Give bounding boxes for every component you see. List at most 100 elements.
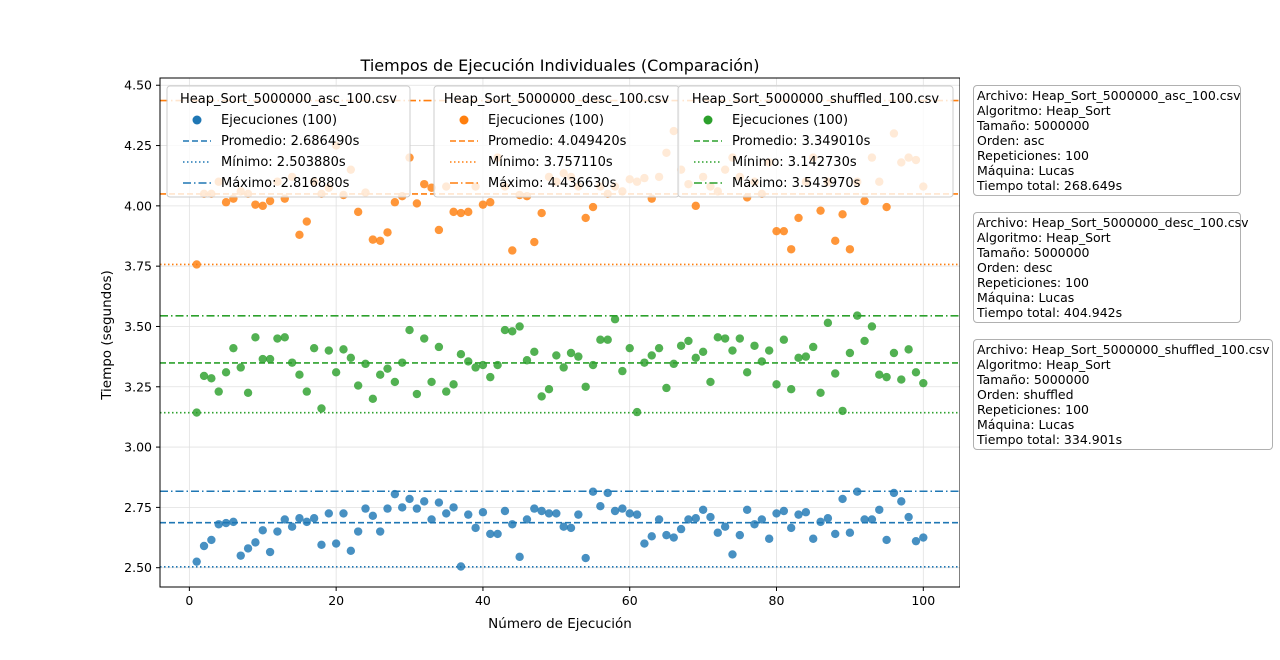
series-2-point — [559, 363, 568, 372]
series-1-point — [464, 207, 473, 217]
series-0-point — [919, 533, 928, 542]
info-line: Algoritmo: Heap_Sort — [977, 103, 1111, 118]
legend-label-points-0: Ejecuciones (100) — [221, 113, 337, 128]
series-2-point — [838, 406, 847, 416]
series-0-point — [889, 488, 899, 498]
series-2-point — [537, 392, 546, 401]
legend-marker-points-0 — [192, 115, 202, 125]
series-2-point — [464, 357, 473, 366]
info-line: Archivo: Heap_Sort_5000000_shuffled_100.… — [977, 342, 1270, 357]
series-0-point — [522, 515, 532, 524]
series-1-point — [882, 202, 891, 212]
series-2-point — [405, 325, 414, 335]
series-0-point — [412, 504, 422, 513]
series-1-point — [412, 199, 422, 208]
series-2-point — [772, 380, 781, 389]
series-2-point — [353, 381, 363, 390]
series-1-point — [295, 230, 304, 240]
series-0-point — [464, 510, 473, 519]
x-tick-label: 20 — [328, 593, 344, 608]
series-0-point — [742, 505, 752, 515]
series-0-point — [251, 538, 260, 547]
series-2-point — [713, 333, 722, 342]
x-tick-label: 0 — [185, 593, 193, 608]
series-2-point — [478, 360, 488, 370]
series-0-point — [632, 510, 642, 519]
info-box-desc: Archivo: Heap_Sort_5000000_desc_100.csv A… — [973, 212, 1249, 323]
info-line: Tiempo total: 268.649s — [977, 178, 1123, 193]
series-2-point — [809, 342, 818, 352]
series-2-point — [398, 358, 407, 367]
series-2-point — [471, 363, 480, 372]
series-0-point — [552, 509, 561, 518]
series-2-point — [552, 351, 561, 360]
legend-box-0 — [166, 85, 411, 198]
series-0-point — [331, 539, 341, 548]
legend-title-1: Heap_Sort_5000000_desc_100.csv — [444, 92, 670, 107]
series-2-point — [265, 354, 275, 364]
series-0-point — [530, 504, 539, 513]
series-2-point — [361, 359, 370, 369]
legend-label-min-0: Mínimo: 2.503880s — [221, 155, 346, 170]
series-2-point — [214, 387, 223, 396]
series-2-point — [420, 334, 429, 343]
series-2-point — [735, 334, 745, 343]
series-0-point — [398, 503, 407, 512]
info-line: Repeticiones: 100 — [977, 148, 1089, 163]
series-2-point — [339, 345, 348, 354]
series-1-point — [456, 208, 466, 218]
series-0-point — [779, 506, 789, 516]
info-line: Repeticiones: 100 — [977, 275, 1089, 290]
series-0-point — [610, 506, 620, 516]
series-2-point — [831, 369, 840, 378]
series-0-point — [236, 551, 245, 560]
series-2-point — [742, 368, 752, 377]
series-2-point — [515, 322, 524, 331]
series-2-point — [368, 394, 378, 404]
series-2-point — [764, 346, 774, 355]
y-axis-label: Tiempo (segundos) — [99, 270, 115, 401]
series-0-point — [764, 534, 774, 543]
x-tick-label: 60 — [622, 593, 638, 608]
series-1-point — [251, 200, 260, 209]
series-2-point — [823, 318, 833, 328]
series-0-point — [684, 515, 693, 524]
series-0-point — [838, 494, 847, 504]
legend-marker-points-2 — [703, 115, 713, 125]
info-line: Máquina: Lucas — [977, 163, 1075, 178]
series-0-point — [346, 546, 356, 556]
series-0-point — [508, 520, 517, 529]
series-0-point — [566, 523, 576, 533]
series-2-point — [273, 334, 282, 343]
series-2-point — [449, 380, 458, 389]
series-0-point — [309, 514, 319, 523]
series-0-point — [713, 528, 722, 537]
series-2-point — [662, 383, 671, 393]
series-2-point — [486, 372, 495, 382]
series-1-point — [838, 210, 847, 219]
series-0-point — [287, 522, 297, 531]
series-2-point — [676, 341, 686, 350]
series-2-point — [199, 371, 209, 381]
series-2-point — [427, 377, 436, 387]
legend-label-max-0: Máximo: 2.816880s — [221, 176, 350, 191]
series-2-point — [229, 343, 238, 353]
series-2-point — [309, 343, 319, 353]
series-2-point — [728, 346, 737, 355]
series-1-point — [537, 208, 546, 218]
info-line: Máquina: Lucas — [977, 290, 1075, 305]
info-line: Archivo: Heap_Sort_5000000_asc_100.csv — [977, 88, 1241, 103]
series-1-point — [302, 217, 311, 226]
legend-label-min-2: Mínimo: 3.142730s — [732, 155, 857, 170]
series-0-point — [867, 515, 877, 524]
series-2-point — [508, 327, 517, 336]
series-2-point — [911, 368, 921, 377]
series-0-point — [662, 530, 671, 540]
series-2-point — [574, 352, 583, 361]
series-0-point — [456, 562, 466, 571]
series-1-point — [449, 207, 458, 217]
y-tick-label: 2.50 — [124, 560, 152, 575]
series-1-point — [420, 179, 429, 189]
series-2-point — [251, 333, 260, 342]
x-tick-label: 80 — [769, 593, 785, 608]
